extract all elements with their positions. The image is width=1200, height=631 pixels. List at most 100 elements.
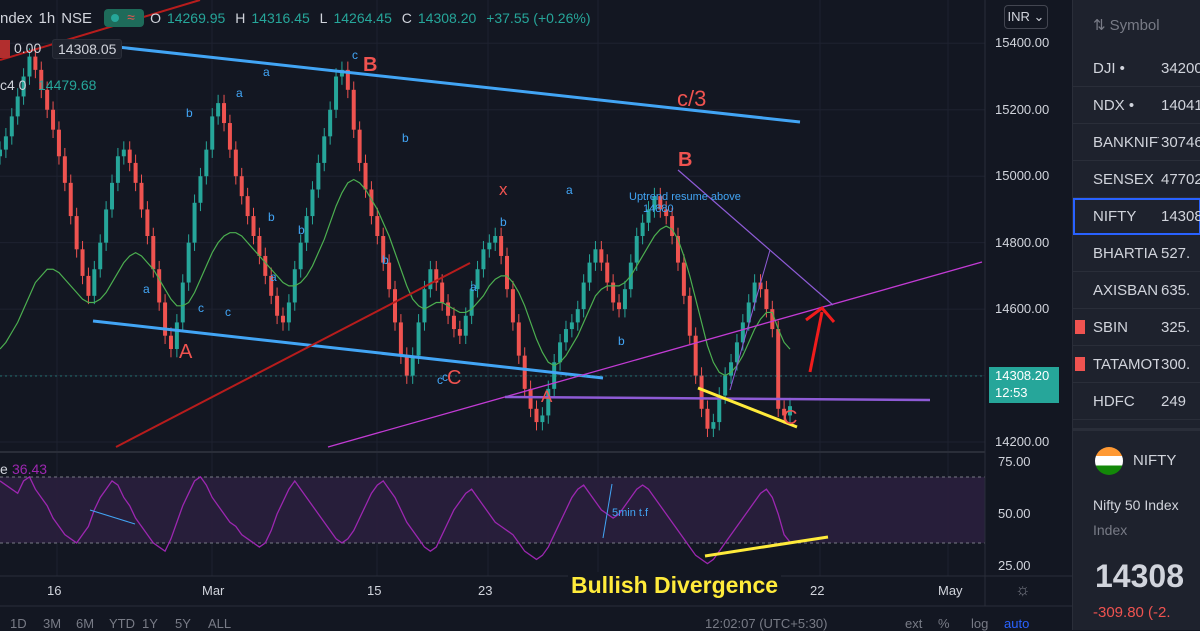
watchlist-row[interactable]: DJI • 34200 xyxy=(1073,50,1200,87)
watchlist-row[interactable]: BANKNIFTY30746 xyxy=(1073,124,1200,161)
scale-toggle-button[interactable]: log xyxy=(971,616,989,631)
clock[interactable]: 12:02:07 (UTC+5:30) xyxy=(705,616,828,631)
watchlist-row[interactable]: SENSEX 47702 xyxy=(1073,161,1200,198)
wave-sublabel[interactable]: b xyxy=(382,253,389,267)
rsi-tick-label: 50.00 xyxy=(998,506,1031,521)
candle-body xyxy=(351,89,356,130)
wave-sublabel[interactable]: a xyxy=(270,270,277,284)
wave-sublabel[interactable]: a xyxy=(263,65,270,79)
panel-divider[interactable] xyxy=(1073,428,1200,431)
watchlist-row[interactable]: BHARTIARTL527. xyxy=(1073,235,1200,272)
wave-label-b-right[interactable]: B xyxy=(678,149,693,171)
wave-label-a-left[interactable]: A xyxy=(179,341,193,363)
candle-body xyxy=(428,269,433,290)
ma-label[interactable]: c4 0 xyxy=(0,77,27,93)
currency-selector[interactable]: INR ⌄ xyxy=(1004,5,1048,29)
watchlist-symbol: NDX • xyxy=(1093,96,1135,114)
wave-label-c3[interactable]: c/3 xyxy=(677,86,707,111)
watchlist-row[interactable]: NIFTY 14308 xyxy=(1073,198,1200,235)
scale-toggle-button[interactable]: ext xyxy=(905,616,923,631)
wave-sublabel[interactable]: c xyxy=(225,305,231,319)
candle-body xyxy=(98,242,103,270)
candle-body xyxy=(746,302,751,323)
watchlist-row[interactable]: NDX • 14041 xyxy=(1073,87,1200,124)
drawings[interactable] xyxy=(0,0,985,448)
wave-sublabel[interactable]: b xyxy=(268,210,275,224)
timeframe-button[interactable]: 1Y xyxy=(142,616,158,631)
wave-sublabel[interactable]: a xyxy=(143,282,150,296)
candle-body xyxy=(80,249,85,276)
rsi-label[interactable]: e xyxy=(0,461,8,477)
candle-body xyxy=(575,309,580,323)
timeframe-button[interactable]: 1D xyxy=(10,616,27,631)
detail-symbol[interactable]: NIFTY xyxy=(1133,452,1177,469)
price-tick-label: 14800.00 xyxy=(995,234,1050,250)
candle-body xyxy=(39,69,44,90)
watchlist-symbol: DJI • xyxy=(1093,59,1125,77)
candle-body xyxy=(740,322,745,343)
wave-sublabel[interactable]: a xyxy=(236,86,243,100)
watchlist-value: 34200 xyxy=(1161,59,1200,77)
candle-body xyxy=(670,216,675,237)
wave-label-c-mid[interactable]: C xyxy=(447,367,462,389)
candle-body xyxy=(21,76,26,97)
wave-sublabel[interactable]: a xyxy=(566,183,573,197)
rsi-tick-label: 75.00 xyxy=(998,454,1031,470)
wave-sublabel[interactable]: a xyxy=(470,280,477,294)
uptrend-note[interactable]: Uptrend resume above 14880 xyxy=(629,191,741,215)
wave-sublabel[interactable]: b xyxy=(618,334,625,348)
timeframe-button[interactable]: 3M xyxy=(43,616,62,631)
candle-body xyxy=(581,282,586,310)
candle-body xyxy=(422,289,427,323)
candle-body xyxy=(534,408,539,423)
wave-label-c-right[interactable]: C xyxy=(783,407,798,429)
wave-label-a-mid[interactable]: A xyxy=(541,387,553,406)
legend-price-box[interactable]: 14308.05 xyxy=(52,39,123,59)
watchlist-symbol: SBIN xyxy=(1093,318,1129,336)
wave-sublabel[interactable]: b xyxy=(500,215,507,229)
wave-sublabel[interactable]: b xyxy=(186,106,193,120)
scale-toggle-button[interactable]: % xyxy=(938,616,950,631)
candle-body xyxy=(222,103,227,124)
wave-connector xyxy=(729,249,771,391)
market-status-badge[interactable]: ≈ xyxy=(104,9,145,27)
candle-body xyxy=(369,189,374,217)
wave-sublabel[interactable]: b xyxy=(402,131,409,145)
timeframe-button[interactable]: ALL xyxy=(208,616,232,631)
candle-body xyxy=(634,236,639,263)
watchlist-header[interactable]: ⇅ Symbol xyxy=(1093,17,1160,34)
candle-body xyxy=(699,375,704,409)
timeframe-button[interactable]: 5Y xyxy=(175,616,191,631)
timeframe-button[interactable]: YTD xyxy=(109,616,135,631)
chart-canvas[interactable] xyxy=(0,0,1072,630)
candle-body xyxy=(204,149,209,177)
candle-body xyxy=(62,156,67,183)
candle-body xyxy=(139,182,144,210)
detail-type: Index xyxy=(1093,522,1128,538)
wave-sublabel[interactable]: c xyxy=(442,370,448,384)
watchlist-row[interactable]: TATAMOTORS300. xyxy=(1073,346,1200,383)
bullish-divergence-label[interactable]: Bullish Divergence xyxy=(568,572,782,599)
rsi-note[interactable]: 5min t.f xyxy=(612,507,649,519)
chart-header: ndex 1h NSE ≈ O 14269.95 H 14316.45 L 14264… xyxy=(0,8,602,28)
wave-label-x[interactable]: x xyxy=(499,180,508,199)
interval[interactable]: 1h xyxy=(38,9,56,27)
wave-sublabel[interactable]: c xyxy=(352,48,358,62)
wave-sublabel[interactable]: c xyxy=(198,301,204,315)
candle-body xyxy=(33,56,38,70)
settings-icon[interactable]: ☼ xyxy=(1015,580,1031,599)
timeframe-button[interactable]: 6M xyxy=(76,616,95,631)
wave-sublabel[interactable]: b xyxy=(298,223,305,237)
candle-body xyxy=(51,109,56,130)
watchlist-row[interactable]: AXISBANK635. xyxy=(1073,272,1200,309)
symbol-name[interactable]: ndex xyxy=(0,9,33,27)
wave-sublabel[interactable]: c xyxy=(437,373,443,387)
price-tick-label: 15400.00 xyxy=(995,35,1050,51)
scale-toggle-button[interactable]: auto xyxy=(1004,616,1030,631)
red-trend-line-upper xyxy=(0,0,201,61)
watchlist-row[interactable]: SBIN 325. xyxy=(1073,309,1200,346)
time-tick-label: 22 xyxy=(810,583,825,598)
candle-body xyxy=(145,209,150,237)
watchlist-row[interactable]: HDFC 249 xyxy=(1073,383,1200,420)
wave-label-b-top[interactable]: B xyxy=(363,54,378,76)
